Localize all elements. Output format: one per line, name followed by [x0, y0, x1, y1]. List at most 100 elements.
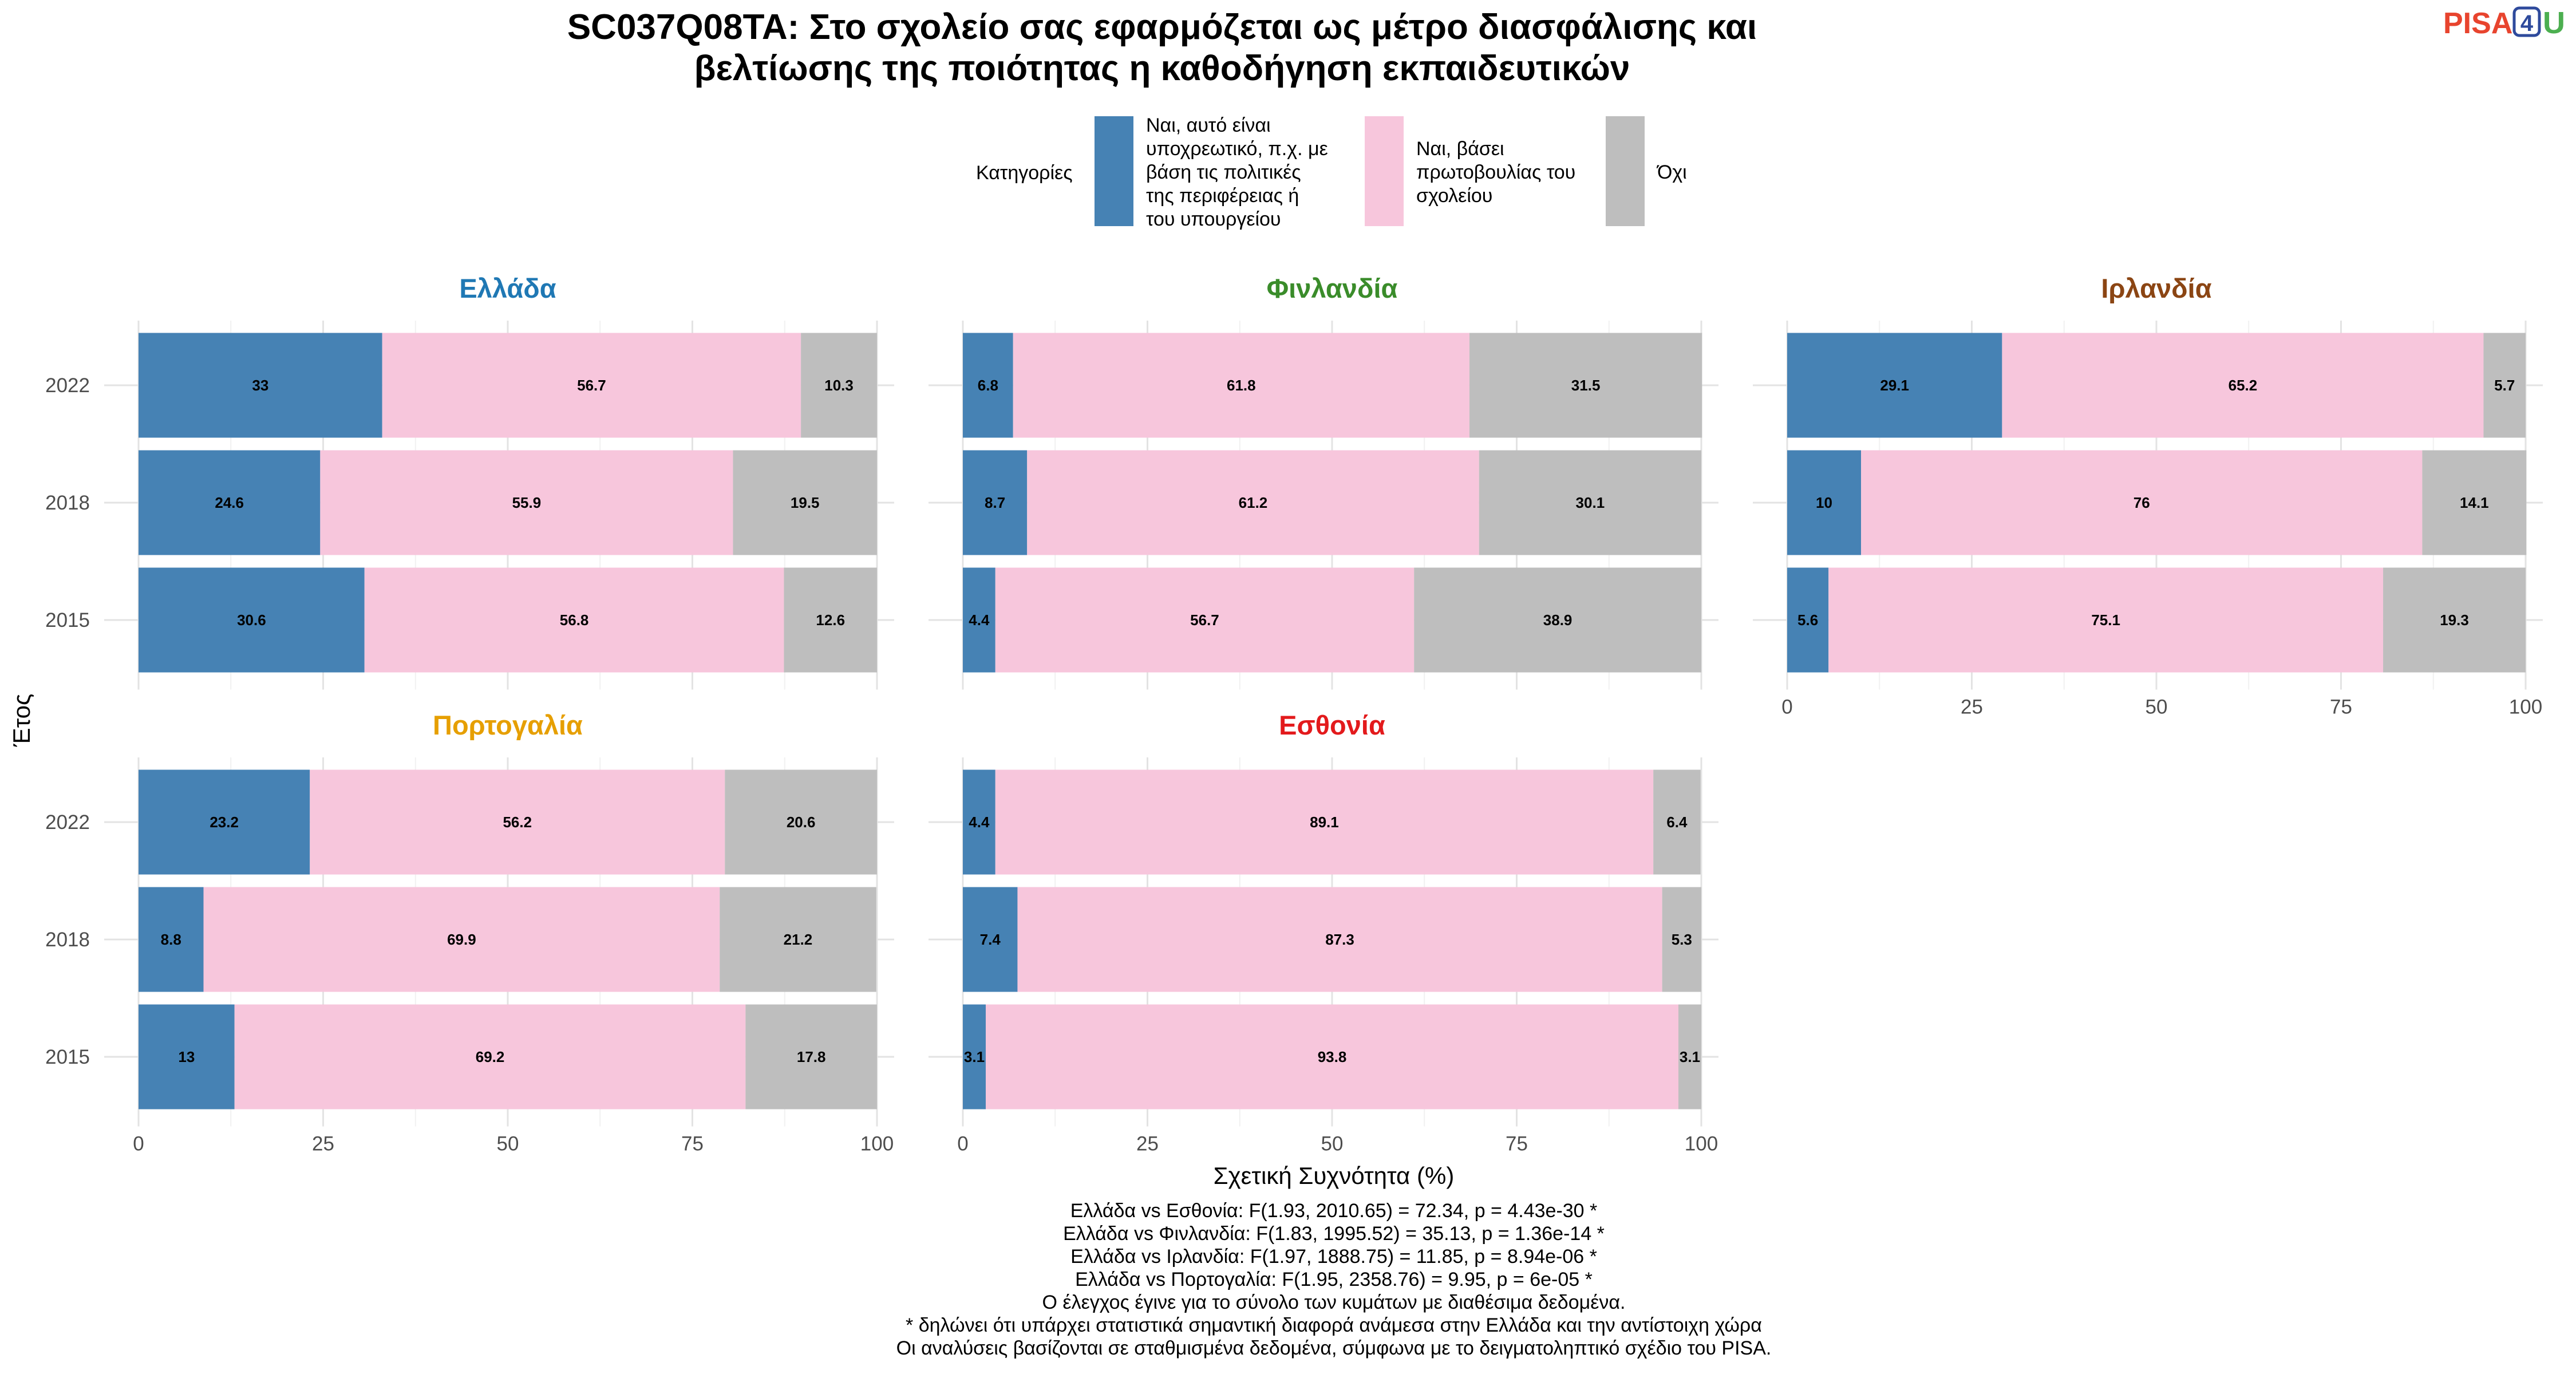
bar-segment — [1787, 567, 1829, 673]
legend-label-line: πρωτοβουλίας του — [1416, 161, 1575, 183]
y-axis-title: Έτος — [8, 694, 35, 748]
y-tick-label: 2018 — [45, 492, 90, 514]
x-tick-label: 0 — [133, 1133, 144, 1155]
logo-letter: U — [2543, 6, 2565, 40]
bar-segment — [320, 450, 733, 555]
bar-value-label: 5.6 — [1797, 611, 1818, 629]
bar-value-label: 56.2 — [503, 814, 532, 831]
x-tick-label: 100 — [1685, 1133, 1718, 1155]
bar-segment — [139, 450, 321, 555]
bar-value-label: 10 — [1816, 494, 1832, 511]
bar-value-label: 29.1 — [1880, 377, 1909, 394]
bar-segment — [1861, 450, 2423, 555]
bar-segment — [1678, 1004, 1701, 1110]
bar-segment — [139, 769, 310, 875]
bar-segment — [725, 769, 877, 875]
panel-title: Ελλάδα — [459, 273, 556, 303]
bar-segment — [745, 1004, 877, 1110]
note-line: Ο έλεγχος έγινε για το σύνολο των κυμάτω… — [1042, 1292, 1626, 1313]
legend-label-line: σχολείου — [1416, 185, 1492, 207]
facet-panel: Πορτογαλία 23.2 56.2 20.6 2022 8.8 69.9 21.2 201… — [45, 710, 894, 1155]
bar-segment — [203, 887, 720, 992]
bar-segment — [985, 1004, 1679, 1110]
bar-segment — [139, 567, 365, 673]
bar-value-label: 5.3 — [1672, 931, 1692, 948]
x-tick-label: 25 — [312, 1133, 334, 1155]
x-tick-label: 25 — [1961, 696, 1983, 718]
x-tick-label: 100 — [2509, 696, 2542, 718]
bar-value-label: 38.9 — [1543, 611, 1573, 629]
statistical-notes: Ελλάδα vs Εσθονία: F(1.93, 2010.65) = 72… — [896, 1200, 1772, 1359]
bar-segment — [310, 769, 725, 875]
bar-value-label: 8.7 — [985, 494, 1005, 511]
bar-value-label: 17.8 — [797, 1048, 826, 1065]
bar-value-label: 10.3 — [824, 377, 854, 394]
panel-title: Φινλανδία — [1267, 273, 1398, 303]
bar-segment — [1787, 333, 2002, 438]
bar-value-label: 61.8 — [1227, 377, 1256, 394]
bar-segment — [1017, 887, 1662, 992]
bar-segment — [1469, 333, 1702, 438]
bar-value-label: 69.2 — [476, 1048, 505, 1065]
bar-segment — [1828, 567, 2384, 673]
chart-title: SC037Q08TA: Στο σχολείο σας εφαρμόζεται … — [567, 7, 1757, 88]
bar-segment — [1414, 567, 1701, 673]
facet-panel: Ελλάδα 33 56.7 10.3 2022 24.6 55.9 19.5 2018 30.6… — [45, 273, 894, 690]
legend-label-line: βάση τις πολιτικές — [1146, 161, 1301, 183]
legend-label-line: υποχρεωτικό, π.χ. με — [1146, 138, 1328, 160]
logo-digit: 4 — [2520, 11, 2534, 36]
bar-value-label: 55.9 — [512, 494, 542, 511]
bar-value-label: 56.7 — [577, 377, 606, 394]
bar-segment — [1787, 450, 1861, 555]
bar-value-label: 12.6 — [816, 611, 845, 629]
panel-title: Πορτογαλία — [433, 710, 583, 740]
x-tick-label: 50 — [1321, 1133, 1344, 1155]
bar-segment — [1662, 887, 1701, 992]
bar-segment — [963, 333, 1013, 438]
legend-key — [1606, 116, 1645, 226]
bar-value-label: 5.7 — [2494, 377, 2515, 394]
bar-value-label: 89.1 — [1310, 814, 1339, 831]
bar-segment — [139, 1004, 235, 1110]
bar-value-label: 7.4 — [980, 931, 1001, 948]
x-axis-title: Σχετική Συχνότητα (%) — [1214, 1162, 1455, 1189]
chart-title-line: SC037Q08TA: Στο σχολείο σας εφαρμόζεται … — [567, 7, 1757, 47]
facet-panel: Ιρλανδία 29.1 65.2 5.7 10 76 14.1 5.6 75.1 19.3 0 2… — [1753, 273, 2543, 718]
facet-panel: Εσθονία 4.4 89.1 6.4 7.4 87.3 5.3 3.1 93.8 3.1 0 25… — [929, 710, 1718, 1155]
bar-segment — [720, 887, 876, 992]
bar-segment — [382, 333, 801, 438]
y-tick-label: 2022 — [45, 374, 90, 397]
bar-value-label: 8.8 — [161, 931, 181, 948]
x-tick-label: 75 — [2330, 696, 2352, 718]
chart-title-line: βελτίωσης της ποιότητας η καθοδήγηση εκπ… — [694, 49, 1630, 88]
legend-key — [1095, 116, 1133, 226]
x-tick-label: 100 — [860, 1133, 894, 1155]
bar-value-label: 75.1 — [2091, 611, 2120, 629]
y-tick-label: 2022 — [45, 811, 90, 834]
bar-segment — [733, 450, 877, 555]
bar-segment — [963, 769, 995, 875]
legend-label-line: Ναι, αυτό είναι — [1146, 114, 1271, 136]
bar-value-label: 56.7 — [1190, 611, 1219, 629]
x-tick-label: 0 — [1781, 696, 1792, 718]
legend-title: Κατηγορίες — [976, 162, 1073, 184]
bar-segment — [139, 887, 204, 992]
bar-segment — [963, 567, 995, 673]
legend-label-line: Ναι, βάσει — [1416, 138, 1504, 160]
bar-segment — [234, 1004, 746, 1110]
bar-value-label: 13 — [178, 1048, 195, 1065]
bar-value-label: 3.1 — [964, 1048, 985, 1065]
bar-value-label: 76 — [2134, 494, 2150, 511]
bar-segment — [139, 333, 382, 438]
bar-segment — [2483, 333, 2526, 438]
bar-value-label: 14.1 — [2460, 494, 2489, 511]
bar-segment — [963, 450, 1028, 555]
facet-panel: Φινλανδία 6.8 61.8 31.5 8.7 61.2 30.1 4.4 56.7 38… — [929, 273, 1718, 690]
note-line: Ελλάδα vs Φινλανδία: F(1.83, 1995.52) = … — [1063, 1223, 1605, 1245]
note-line: Ελλάδα vs Ιρλανδία: F(1.97, 1888.75) = 1… — [1070, 1246, 1597, 1268]
x-tick-label: 25 — [1136, 1133, 1159, 1155]
note-line: * δηλώνει ότι υπάρχει στατιστικά σημαντι… — [906, 1314, 1762, 1336]
axis-titles: Σχετική Συχνότητα (%) Έτος — [8, 694, 1454, 1189]
